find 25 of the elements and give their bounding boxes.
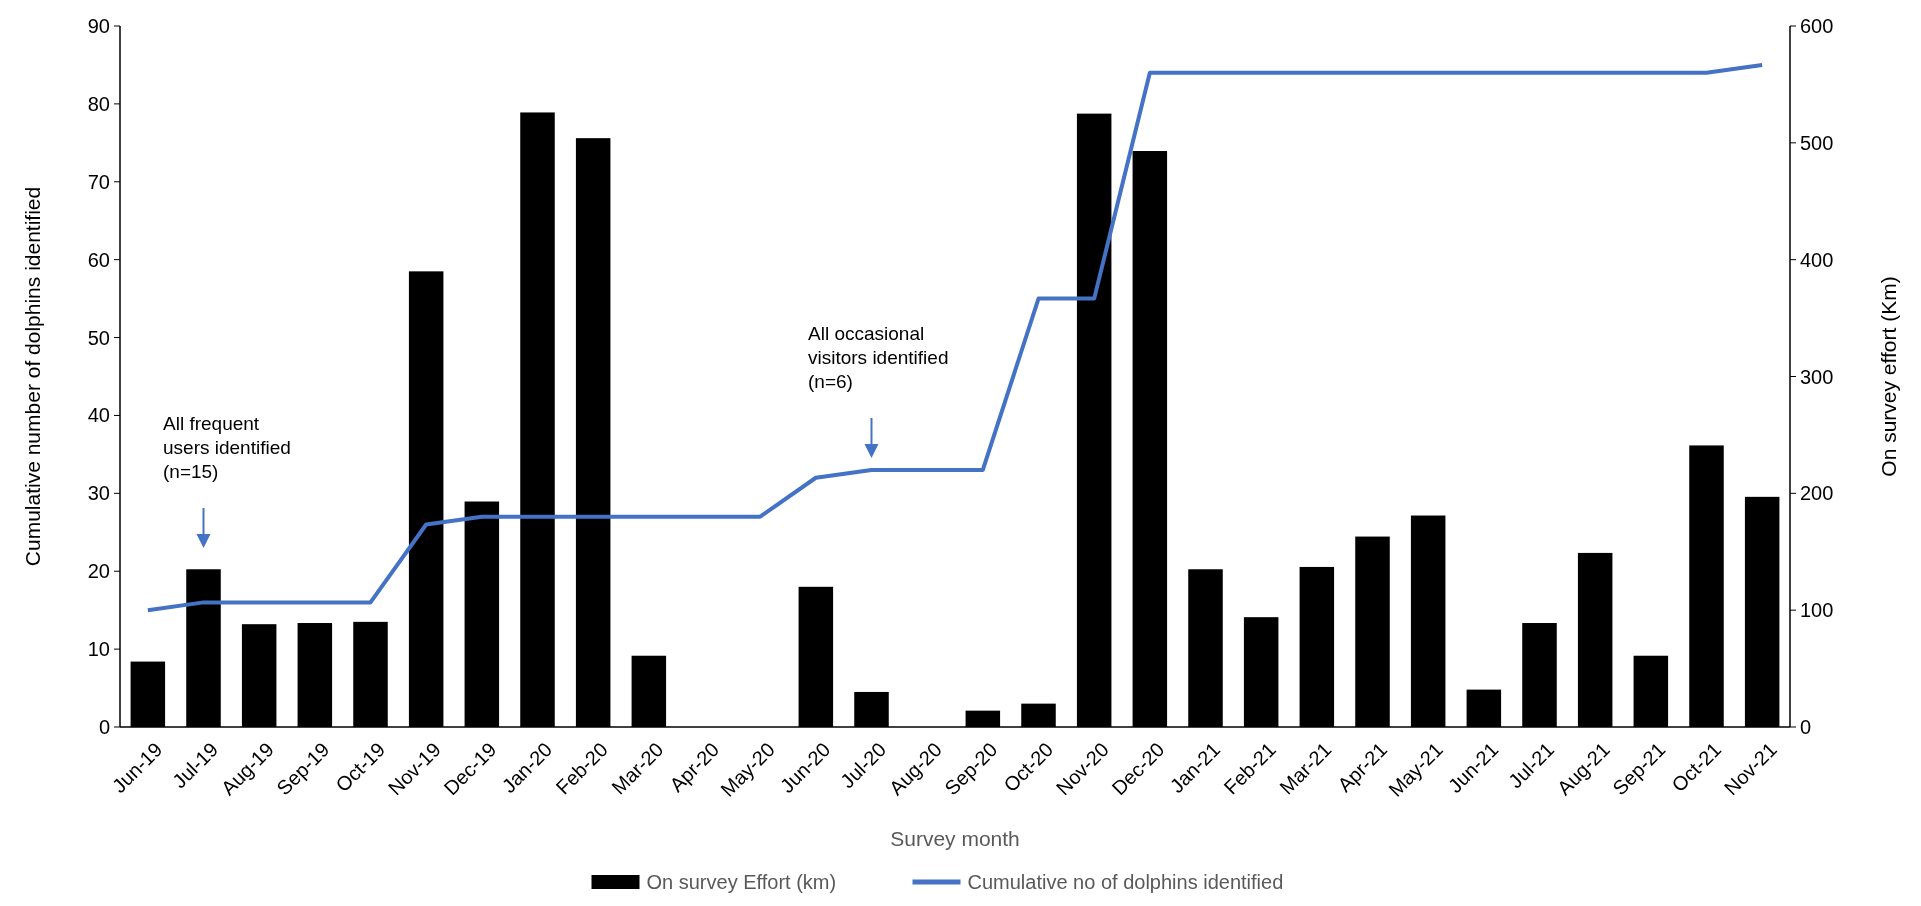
y2-tick-label: 100: [1800, 599, 1834, 622]
y2-axis-title: On survey effort (Km): [1877, 276, 1900, 477]
annotation: All frequent users identified (n=15): [163, 413, 291, 482]
y2-tick-label: 400: [1800, 248, 1834, 271]
y-axis-title: Cumulative number of dolphins identified: [21, 186, 44, 567]
legend-label: On survey Effort (km): [646, 871, 837, 893]
y2-tick-label: 0: [1800, 716, 1812, 738]
legend-label: Cumulative no of dolphins identified: [967, 871, 1284, 893]
y-tick-label: 50: [87, 326, 110, 349]
line-series: [145, 62, 1765, 613]
y2-tick-label: 300: [1800, 365, 1834, 388]
y2-tick-label: 200: [1800, 482, 1834, 505]
y-tick-label: 40: [87, 404, 110, 427]
y-tick-label: 30: [87, 482, 110, 505]
y-tick-label: 60: [87, 248, 110, 271]
x-axis-title: Survey month: [890, 827, 1020, 850]
y-tick-label: 80: [87, 92, 110, 115]
y2-tick-label: 600: [1800, 15, 1834, 37]
y2-tick-label: 500: [1800, 131, 1834, 154]
y-tick-label: 20: [87, 560, 110, 583]
y-tick-label: 90: [87, 15, 110, 37]
y-tick-label: 70: [87, 170, 110, 193]
annotation: All occasional visitors identified (n=6): [808, 323, 949, 392]
y-tick-label: 10: [87, 638, 110, 661]
y-tick-label: 0: [98, 716, 110, 738]
